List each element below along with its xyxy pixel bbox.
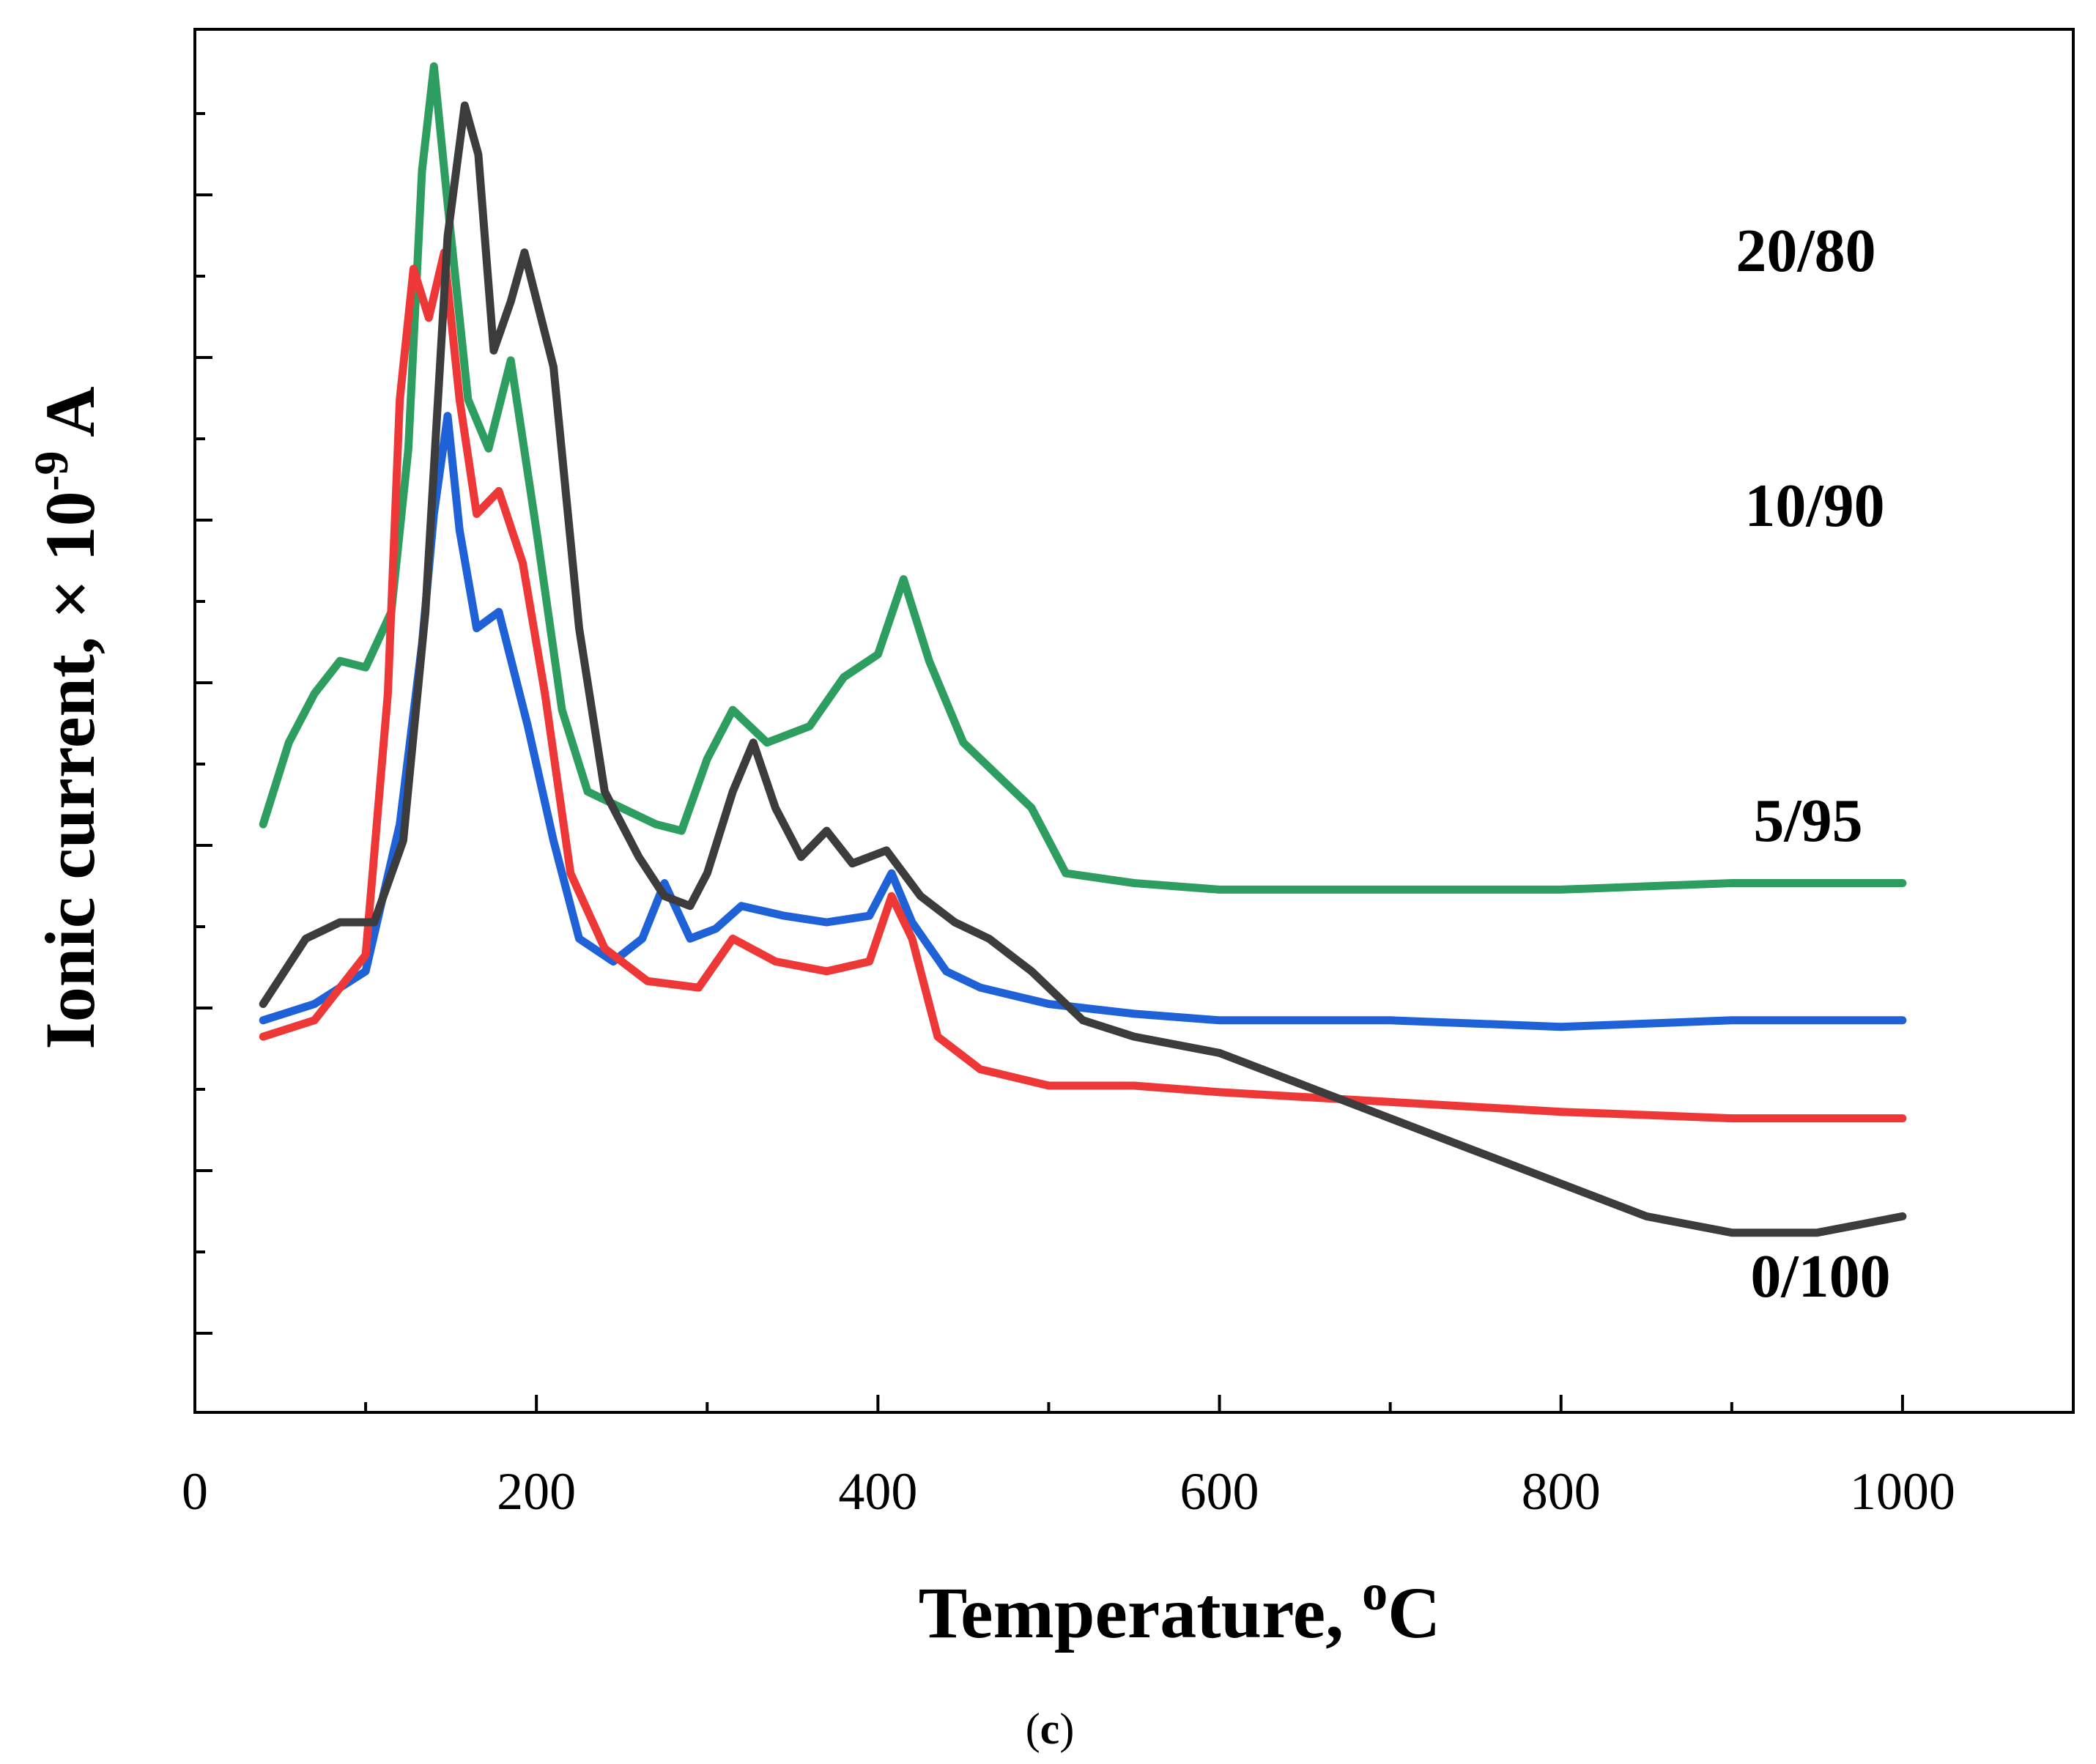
plot-frame: [193, 28, 2075, 1414]
series-line-20-80: [259, 62, 1907, 894]
x-tick-label: 200: [497, 1462, 576, 1521]
series-label-20-80: 20/80: [1736, 217, 1875, 285]
x-axis-ticks: 0 200 400 600 800 1000: [182, 1395, 2075, 1521]
figure-caption: (c): [1026, 1705, 1075, 1753]
x-tick-label: 1000: [1850, 1462, 1955, 1521]
x-axis-title: Temperature, oC: [919, 1565, 1441, 1653]
x-tick-label: 600: [1180, 1462, 1259, 1521]
y-axis-ticks: [195, 112, 212, 1335]
series-line-5-95: [259, 248, 1907, 1123]
x-tick-label: 800: [1522, 1462, 1601, 1521]
series-line-10-90: [259, 412, 1907, 1031]
series-line-0-100: [259, 101, 1907, 1237]
x-tick-label: 0: [182, 1462, 208, 1521]
series-label-10-90: 10/90: [1744, 472, 1884, 540]
series-label-5-95: 5/95: [1753, 787, 1862, 855]
series-label-0-100: 0/100: [1750, 1242, 1890, 1311]
x-tick-label: 400: [838, 1462, 917, 1521]
series-lines: [259, 62, 1907, 1237]
series-labels: 20/80 10/90 5/95 0/100: [1736, 217, 1890, 1311]
y-axis-title: Ionic current, × 10-9 A: [25, 386, 109, 1049]
